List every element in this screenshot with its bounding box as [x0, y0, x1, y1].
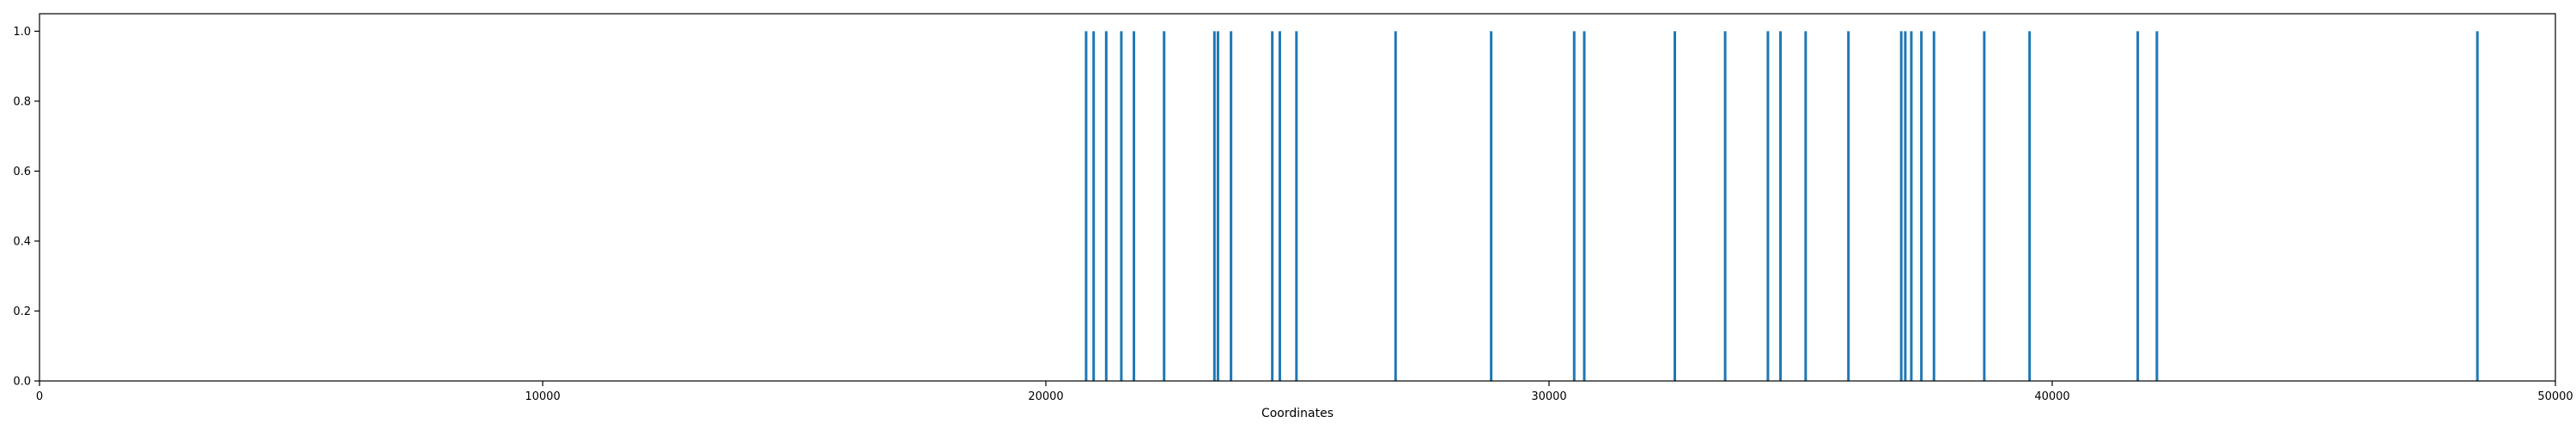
bar	[1910, 31, 1913, 381]
x-tick-label: 50000	[2537, 390, 2573, 403]
y-tick-label: 0.4	[13, 235, 31, 248]
bar	[1723, 31, 1727, 381]
bar	[1230, 31, 1233, 381]
bar	[1779, 31, 1783, 381]
bar	[1932, 31, 1935, 381]
y-tick-label: 0.2	[13, 305, 31, 318]
bar	[1295, 31, 1298, 381]
bar	[1394, 31, 1397, 381]
bar	[1674, 31, 1676, 381]
bar	[1212, 31, 1216, 381]
bar	[1278, 31, 1281, 381]
bar	[1084, 31, 1088, 381]
bar	[2476, 31, 2479, 381]
y-tick-label: 1.0	[13, 26, 31, 39]
bar	[1092, 31, 1096, 381]
x-tick-label: 40000	[2034, 390, 2069, 403]
bar	[1490, 31, 1493, 381]
y-tick-label: 0.6	[13, 166, 31, 178]
y-ticks-group: 0.0 0.2 0.4 0.6 0.8 1.0	[13, 26, 39, 389]
bar	[1904, 31, 1907, 381]
bars-group	[1084, 31, 2479, 381]
bar	[2155, 31, 2159, 381]
bar	[1104, 31, 1108, 381]
bar	[2028, 31, 2032, 381]
x-tick-label: 10000	[525, 390, 560, 403]
bar	[1766, 31, 1770, 381]
bar	[1163, 31, 1166, 381]
bar	[1133, 31, 1136, 381]
bar	[1847, 31, 1850, 381]
axes-group	[39, 13, 2556, 382]
y-tick-label: 0.0	[13, 376, 31, 389]
bar	[1216, 31, 1219, 381]
plot-frame	[39, 13, 2556, 382]
x-ticks-group: 0 10000 20000 30000 40000 50000	[36, 381, 2573, 403]
x-tick-label: 0	[36, 390, 43, 403]
bar	[1271, 31, 1274, 381]
bar	[1572, 31, 1576, 381]
bar	[1804, 31, 1807, 381]
x-axis-label: Coordinates	[1261, 407, 1334, 420]
x-tick-label: 20000	[1028, 390, 1063, 403]
bar	[1983, 31, 1986, 381]
bar	[1920, 31, 1923, 381]
y-tick-label: 0.8	[13, 95, 31, 108]
bar	[1583, 31, 1586, 381]
bar	[2136, 31, 2140, 381]
x-tick-label: 30000	[1531, 390, 1566, 403]
bar	[1899, 31, 1903, 381]
bar	[1120, 31, 1123, 381]
